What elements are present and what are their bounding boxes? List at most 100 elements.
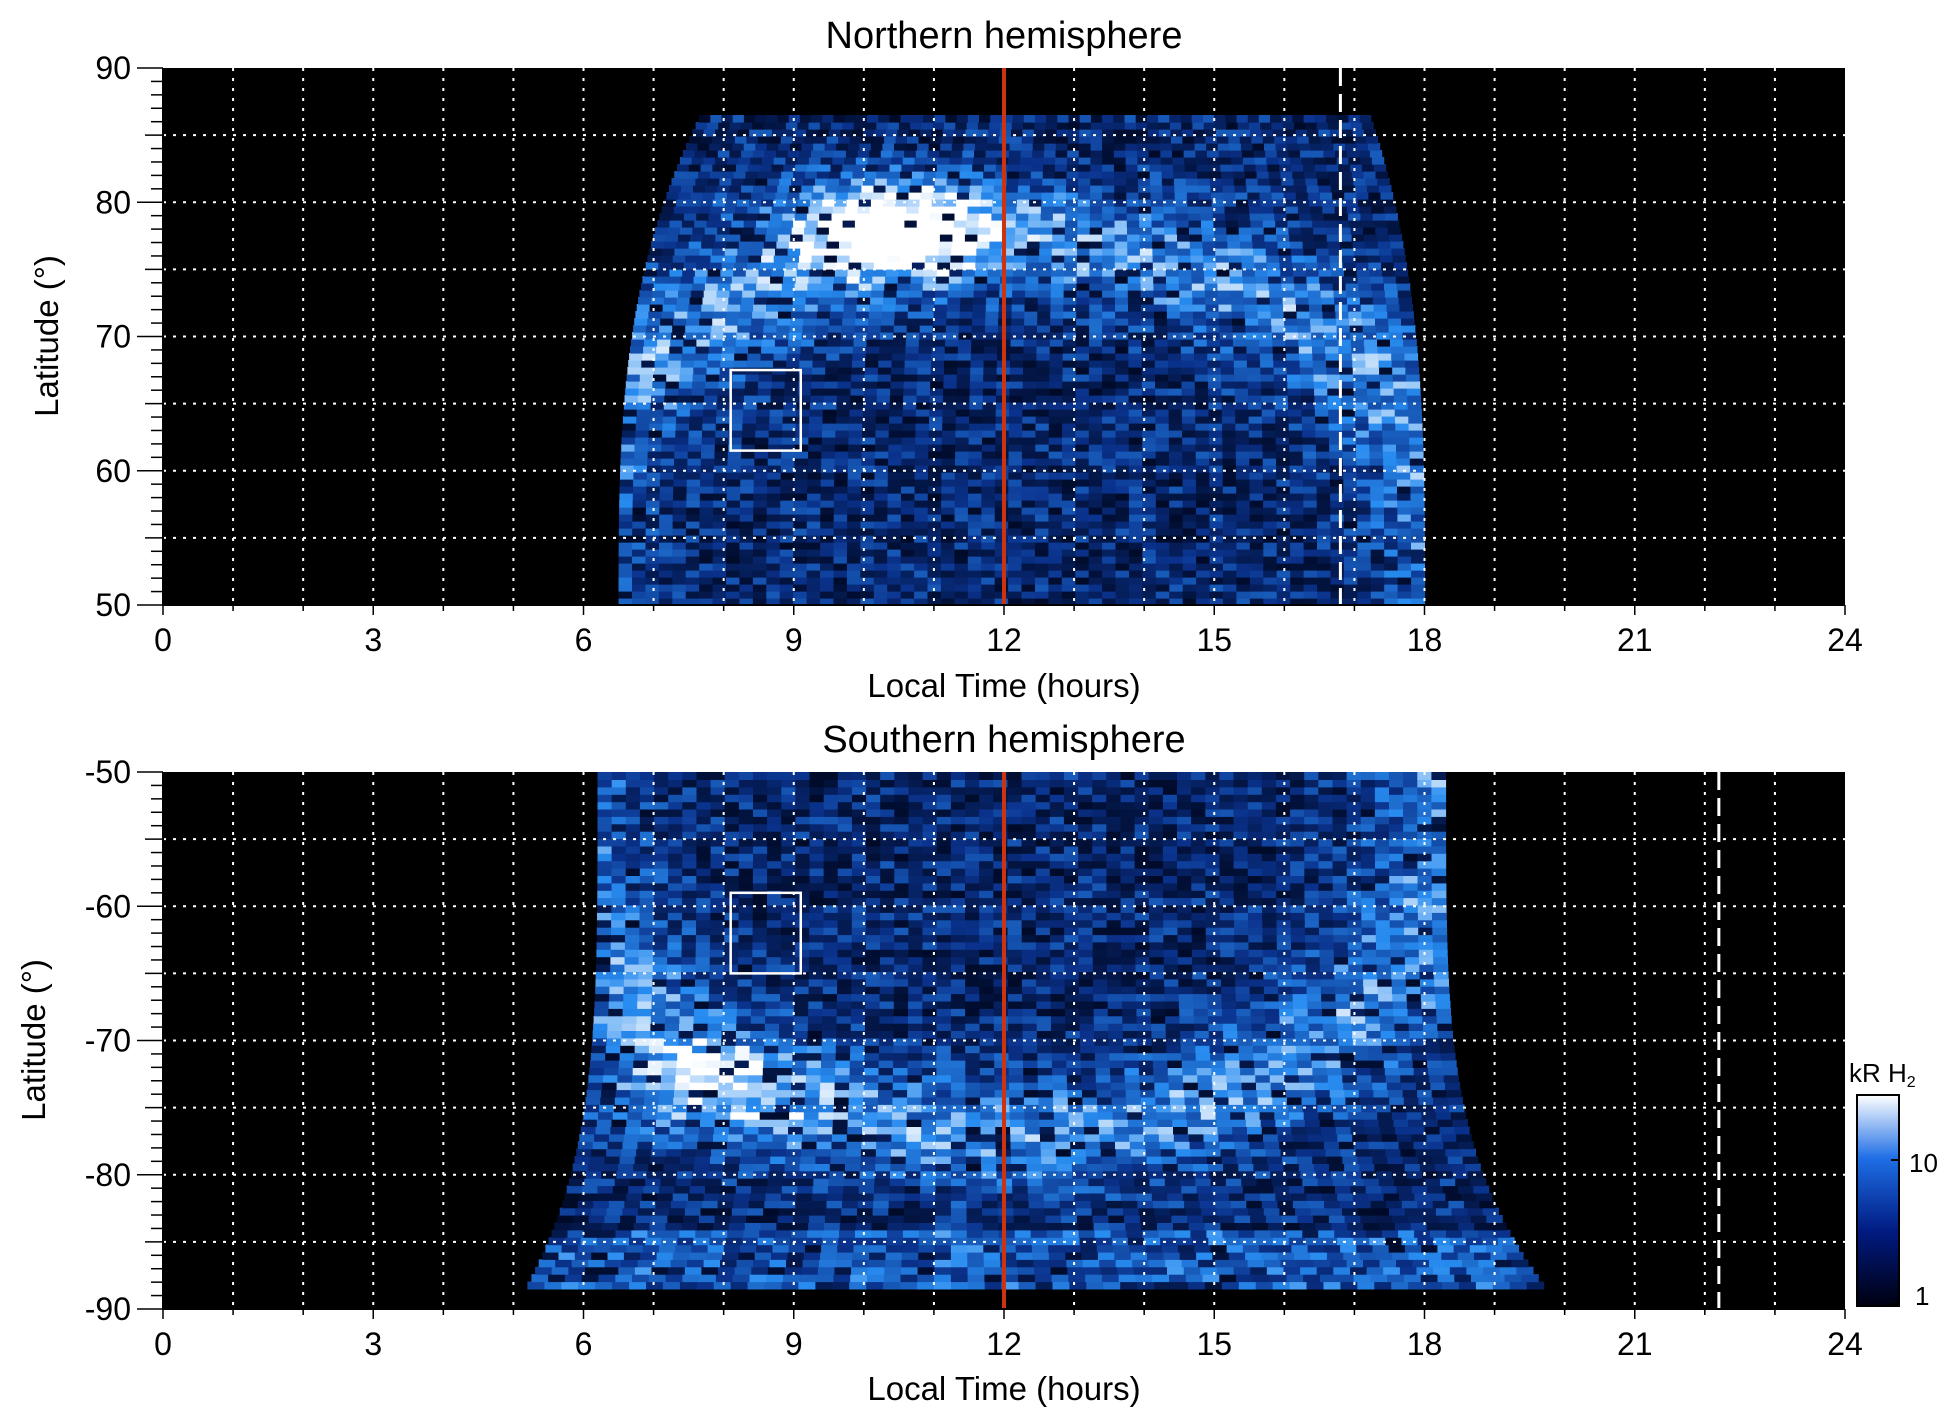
heatmap-cell bbox=[791, 1229, 808, 1238]
heatmap-cell bbox=[1049, 1259, 1067, 1268]
heatmap-cell bbox=[1275, 143, 1288, 151]
heatmap-cell bbox=[1356, 458, 1371, 466]
heatmap-cell bbox=[1368, 409, 1382, 417]
heatmap-cell bbox=[661, 430, 676, 438]
heatmap-cell bbox=[869, 1251, 886, 1260]
heatmap-cell bbox=[1348, 213, 1361, 221]
heatmap-cell bbox=[977, 234, 991, 242]
heatmap-cell bbox=[730, 1281, 749, 1290]
heatmap-cell bbox=[901, 458, 916, 466]
heatmap-cell bbox=[1167, 325, 1181, 333]
heatmap-cell bbox=[1049, 381, 1063, 389]
heatmap-cell bbox=[957, 360, 972, 368]
heatmap-cell bbox=[928, 143, 941, 151]
heatmap-cell bbox=[721, 353, 735, 361]
heatmap-cell bbox=[619, 500, 634, 508]
heatmap-cell bbox=[1051, 269, 1065, 277]
heatmap-cell bbox=[916, 388, 931, 396]
heatmap-cell bbox=[1102, 549, 1117, 557]
heatmap-cell bbox=[874, 129, 887, 137]
heatmap-cell bbox=[1115, 528, 1130, 536]
heatmap-cell bbox=[742, 227, 755, 235]
heatmap-cell bbox=[808, 437, 823, 445]
heatmap-cell bbox=[1397, 514, 1412, 522]
heatmap-cell bbox=[820, 493, 835, 501]
heatmap-cell bbox=[713, 500, 728, 508]
heatmap-cell bbox=[1079, 115, 1092, 123]
heatmap-cell bbox=[744, 1222, 762, 1231]
heatmap-cell bbox=[856, 1215, 873, 1223]
heatmap-cell bbox=[1169, 1274, 1187, 1283]
heatmap-cell bbox=[737, 129, 750, 137]
heatmap-cell bbox=[1064, 241, 1078, 249]
heatmap-cell bbox=[720, 1259, 738, 1268]
heatmap-cell bbox=[1260, 374, 1275, 382]
heatmap-cell bbox=[1330, 584, 1345, 592]
heatmap-cell bbox=[685, 598, 700, 605]
heatmap-cell bbox=[739, 500, 754, 508]
heatmap-cell bbox=[1232, 1207, 1249, 1216]
heatmap-cell bbox=[1301, 157, 1314, 165]
heatmap-cell bbox=[680, 185, 694, 193]
heatmap-cell bbox=[693, 276, 707, 284]
heatmap-cell bbox=[873, 262, 888, 270]
heatmap-cell bbox=[984, 1266, 1002, 1275]
heatmap-cell bbox=[677, 164, 690, 172]
heatmap-cell bbox=[927, 500, 942, 508]
heatmap-cell bbox=[1010, 136, 1023, 144]
heatmap-cell bbox=[1346, 150, 1359, 158]
heatmap-cell bbox=[1021, 486, 1036, 494]
heatmap-cell bbox=[766, 227, 780, 235]
heatmap-cell bbox=[706, 220, 720, 228]
heatmap-cell bbox=[1046, 115, 1058, 123]
heatmap-cell bbox=[1010, 325, 1025, 333]
heatmap-cell bbox=[1208, 164, 1221, 172]
heatmap-cell bbox=[754, 458, 769, 466]
heatmap-cell bbox=[1403, 339, 1417, 347]
heatmap-cell bbox=[799, 255, 813, 263]
heatmap-cell bbox=[766, 556, 781, 564]
heatmap-cell bbox=[1075, 493, 1090, 501]
heatmap-cell bbox=[1263, 521, 1278, 529]
heatmap-cell bbox=[1127, 255, 1141, 263]
heatmap-cell bbox=[1289, 437, 1303, 445]
heatmap-cell bbox=[872, 1207, 889, 1216]
heatmap-cell bbox=[1185, 178, 1199, 186]
heatmap-cell bbox=[754, 444, 769, 452]
heatmap-cell bbox=[1502, 1244, 1520, 1253]
heatmap-cell bbox=[1078, 1229, 1096, 1238]
heatmap-cell bbox=[1320, 290, 1335, 298]
heatmap-cell bbox=[1313, 227, 1327, 235]
heatmap-cell bbox=[940, 591, 955, 599]
heatmap-cell bbox=[701, 1266, 719, 1275]
heatmap-cell bbox=[771, 206, 785, 214]
heatmap-cell bbox=[1328, 248, 1342, 256]
heatmap-cell bbox=[1102, 451, 1117, 459]
heatmap-cell bbox=[1340, 1244, 1357, 1253]
heatmap-cell bbox=[1270, 311, 1285, 319]
heatmap-cell bbox=[932, 122, 945, 130]
heatmap-cell bbox=[1076, 255, 1091, 263]
heatmap-cell bbox=[891, 227, 904, 235]
heatmap-cell bbox=[1154, 1281, 1172, 1290]
heatmap-cell bbox=[808, 444, 823, 452]
heatmap-cell bbox=[1408, 409, 1422, 417]
heatmap-cell bbox=[1381, 262, 1395, 270]
heatmap-cell bbox=[1102, 304, 1116, 312]
heatmap-cell bbox=[863, 248, 877, 256]
heatmap-cell bbox=[701, 444, 716, 452]
heatmap-cell bbox=[822, 409, 837, 417]
heatmap-cell bbox=[915, 416, 930, 424]
heatmap-cell bbox=[1380, 192, 1394, 200]
heatmap-cell bbox=[1268, 283, 1283, 291]
heatmap-cell bbox=[1234, 381, 1249, 389]
heatmap-cell bbox=[894, 206, 907, 214]
heatmap-cell bbox=[1303, 500, 1318, 508]
heatmap-cell bbox=[852, 234, 866, 242]
heatmap-cell bbox=[1151, 220, 1165, 228]
heatmap-cell bbox=[1090, 171, 1103, 179]
heatmap-cell bbox=[779, 535, 794, 543]
heatmap-cell bbox=[1182, 507, 1197, 515]
heatmap-cell bbox=[779, 549, 794, 557]
heatmap-cell bbox=[1154, 339, 1169, 347]
